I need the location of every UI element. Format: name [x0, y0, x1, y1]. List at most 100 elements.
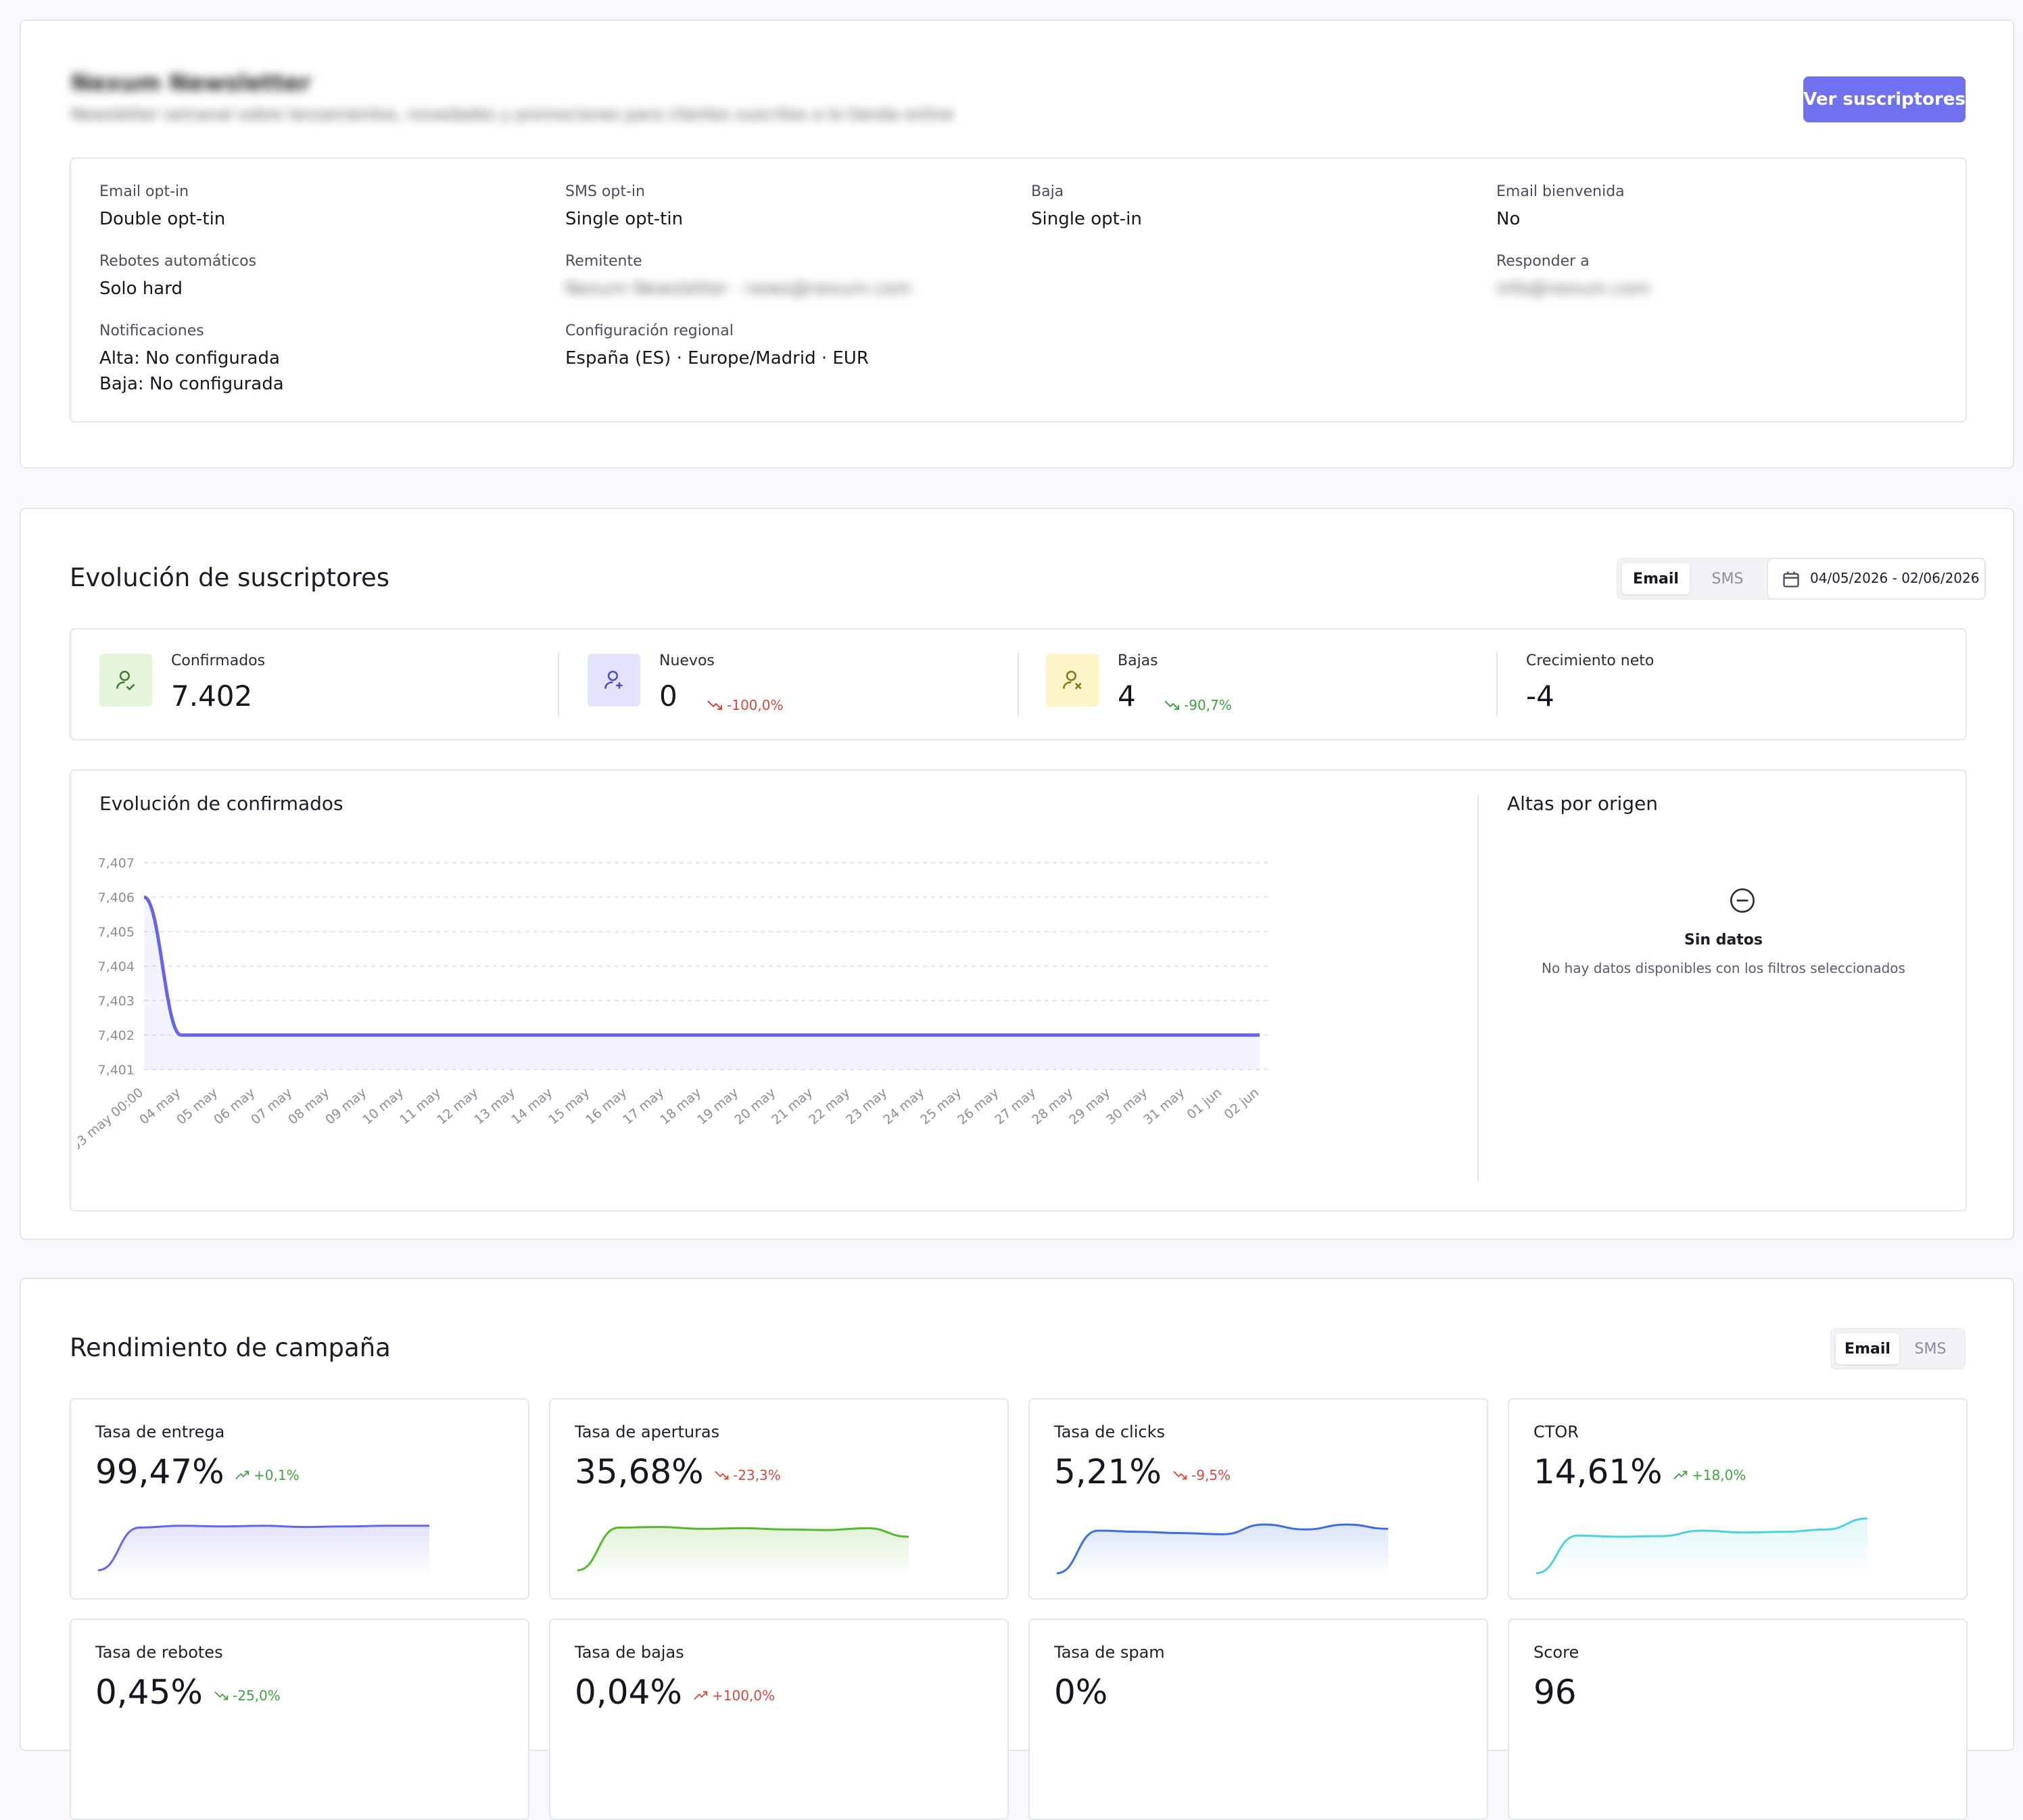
chart-divider [1477, 795, 1479, 1182]
evolution-channel-email[interactable]: Email [1622, 563, 1690, 594]
metric-card[interactable]: Tasa de clicks 5,21% -9,5% [1028, 1398, 1488, 1600]
x-tick-label: 17 may [620, 1085, 667, 1128]
crecimiento-value: -4 [1526, 679, 1554, 713]
x-tick-label: 25 may [918, 1085, 964, 1128]
calendar-icon [1783, 571, 1799, 588]
metric-card[interactable]: CTOR 14,61% +18,0% [1508, 1398, 1968, 1600]
stats-divider [1018, 652, 1019, 717]
view-subscribers-button[interactable]: Ver suscriptores [1803, 76, 1966, 122]
chart-panel: Evolución de confirmados 7,401 7,402 7,403… [70, 769, 1967, 1212]
bajas-label: Bajas [1118, 652, 1158, 669]
list-title: Nexum Newsletter [71, 70, 312, 97]
x-tick-label: 02 jun [1221, 1085, 1262, 1122]
metric-card[interactable]: Tasa de aperturas 35,68% -23,3% [549, 1398, 1009, 1600]
metric-cards: Tasa de entrega 99,47% +0,1% Tasa de apertu… [21, 1279, 2013, 1820]
metric-title: Tasa de entrega [95, 1422, 225, 1441]
x-tick-label: 10 may [360, 1085, 406, 1128]
list-info-card: Nexum Newsletter Newsletter semanal sobr… [20, 20, 2014, 469]
series-area [144, 897, 1260, 1070]
performance-channel-toggle: Email SMS [1830, 1328, 1966, 1370]
metric-sparkline [1536, 1517, 1868, 1579]
metric-title: Tasa de aperturas [575, 1422, 720, 1441]
sparkline-line [97, 1525, 429, 1571]
evolution-channel-sms[interactable]: SMS [1711, 570, 1744, 588]
x-tick-label: 31 may [1141, 1085, 1187, 1128]
metric-delta: +18,0% [1692, 1467, 1746, 1483]
responder-label: Responder a [1496, 253, 1590, 270]
performance-channel-email[interactable]: Email [1836, 1333, 1899, 1364]
metric-title: Tasa de rebotes [95, 1643, 223, 1662]
nuevos-delta: -100,0% [727, 697, 784, 713]
performance-channel-sms[interactable]: SMS [1914, 1340, 1947, 1358]
bajas-delta: -90,7% [1184, 697, 1232, 713]
metric-title: Tasa de bajas [575, 1643, 684, 1662]
confirmados-label: Confirmados [171, 652, 266, 669]
notif-baja-value: Baja: No configurada [99, 374, 284, 394]
subscriber-evolution-card: Evolución de suscriptores Email SMS 04/0… [20, 508, 2014, 1240]
x-tick-label: 06 may [211, 1085, 258, 1128]
sms-optin-label: SMS opt-in [565, 183, 645, 200]
metric-value: 14,61% [1533, 1452, 1663, 1491]
x-tick-label: 20 may [732, 1085, 778, 1128]
remitente-label: Remitente [565, 253, 642, 270]
metric-sparkline [1056, 1523, 1389, 1579]
nuevos-icon [588, 654, 640, 707]
list-description: Newsletter semanal sobre lanzamientos, n… [71, 105, 953, 124]
date-range-text: 04/05/2026 - 02/06/2026 [1810, 570, 1980, 586]
trend-down-icon [715, 1470, 729, 1480]
y-tick-label: 7,405 [98, 925, 135, 940]
crecimiento-label: Crecimiento neto [1526, 652, 1655, 669]
empty-text: No hay datos disponibles con los filtros… [1542, 960, 1905, 976]
email-optin-value: Double opt-tin [99, 209, 226, 229]
x-tick-label: 27 may [992, 1085, 1039, 1128]
confirmados-value: 7.402 [171, 679, 253, 713]
metric-title: CTOR [1533, 1422, 1579, 1441]
rebotes-label: Rebotes automáticos [99, 253, 257, 270]
metric-card[interactable]: Tasa de spam 0% [1028, 1619, 1488, 1820]
trend-up-icon [694, 1691, 708, 1700]
metric-delta: -25,0% [233, 1687, 281, 1704]
x-tick-label: 07 may [248, 1085, 295, 1128]
trend-up-icon [235, 1470, 249, 1480]
rebotes-value: Solo hard [99, 279, 183, 299]
empty-title: Sin datos [1684, 932, 1763, 949]
sparkline-line [1056, 1523, 1389, 1575]
stats-divider [558, 652, 559, 717]
x-tick-label: 26 may [955, 1085, 1001, 1128]
sms-optin-value: Single opt-tin [565, 209, 684, 229]
x-tick-label: 29 may [1066, 1085, 1113, 1128]
metric-card[interactable]: Tasa de bajas 0,04% +100,0% [549, 1619, 1009, 1820]
stats-divider [1496, 652, 1498, 717]
regional-label: Configuración regional [565, 322, 734, 339]
responder-value: info@nexum.com [1496, 279, 1650, 299]
sparkline-area [577, 1527, 909, 1579]
x-tick-label: 24 may [880, 1085, 927, 1128]
date-range-picker[interactable]: 04/05/2026 - 02/06/2026 [1767, 558, 1986, 600]
metric-value: 96 [1533, 1673, 1577, 1712]
metric-title: Tasa de spam [1054, 1643, 1165, 1662]
metric-card[interactable]: Score 96 [1508, 1619, 1968, 1820]
metric-sparkline [97, 1525, 429, 1579]
bajas-icon [1046, 654, 1099, 707]
metric-title: Tasa de clicks [1054, 1422, 1165, 1441]
metric-value: 0% [1054, 1673, 1108, 1712]
sparkline-area [1536, 1518, 1867, 1579]
nuevos-value: 0 [659, 679, 677, 713]
bajas-value: 4 [1118, 679, 1136, 713]
origin-title: Altas por origen [1507, 792, 1659, 815]
trend-up-icon [1673, 1470, 1688, 1480]
x-tick-label: 12 may [434, 1085, 481, 1128]
x-tick-label: 13 may [471, 1085, 518, 1128]
sparkline-line [1536, 1517, 1868, 1575]
chart-title: Evolución de confirmados [99, 792, 343, 815]
metric-card[interactable]: Tasa de rebotes 0,45% -25,0% [70, 1619, 529, 1820]
trend-down-icon [707, 700, 722, 710]
metric-delta: +0,1% [254, 1467, 300, 1483]
x-tick-label: 30 may [1103, 1085, 1150, 1128]
email-bienvenida-label: Email bienvenida [1496, 183, 1625, 200]
metric-card[interactable]: Tasa de entrega 99,47% +0,1% [70, 1398, 529, 1600]
sparkline-area [98, 1525, 429, 1579]
baja-label: Baja [1031, 183, 1064, 200]
metric-value: 35,68% [575, 1452, 704, 1491]
metric-title: Score [1533, 1643, 1579, 1662]
